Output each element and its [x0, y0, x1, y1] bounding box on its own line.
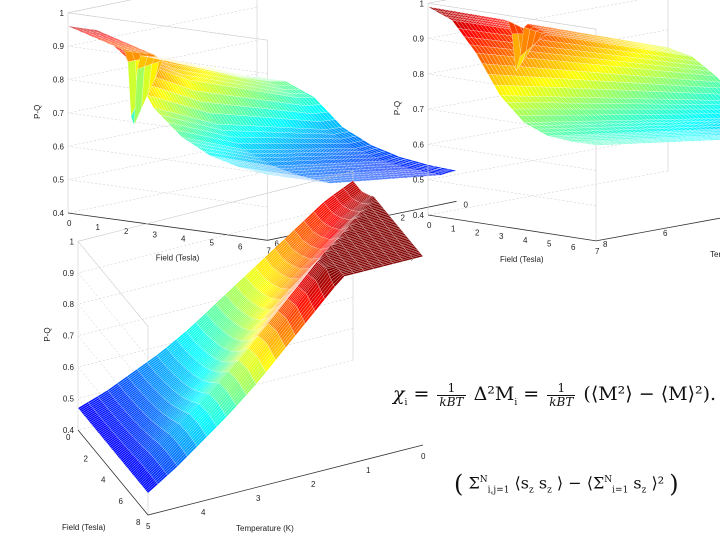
z-tick-label: 0.4 [413, 211, 425, 220]
x-tick-label: 1 [96, 223, 101, 232]
z-tick-label: 0.9 [63, 269, 75, 278]
z-axis-label: P-Q [393, 101, 402, 115]
x-tick-label: 1 [451, 225, 456, 234]
z-tick-label: 0.5 [413, 176, 425, 185]
z-gridline [67, 40, 268, 108]
z-tick-label: 0.5 [63, 395, 75, 404]
z-tick-label: 0.7 [413, 105, 425, 114]
z-tick-label: 0.9 [413, 35, 425, 44]
z-gridline [67, 0, 268, 41]
z-tick-label: 0.7 [63, 332, 75, 341]
z-tick-label: 0.6 [63, 363, 75, 372]
z-tick-label: 0.7 [53, 109, 65, 118]
z-tick-label: 0.8 [413, 70, 425, 79]
z-tick-label: 0.8 [63, 300, 75, 309]
z-tick-label: 0.4 [53, 209, 65, 218]
x-tick-label: 5 [547, 240, 552, 249]
x-tick-label: 0 [427, 221, 432, 230]
y-tick-label: 8 [603, 240, 608, 249]
z-axis-label: P-Q [33, 105, 42, 119]
x-tick-label: 4 [181, 235, 186, 244]
z-gridline [67, 73, 268, 141]
y-tick-label: 6 [663, 229, 668, 238]
z-gridline [67, 140, 268, 208]
z-tick-label: 1 [420, 0, 425, 8]
z-tick-label: 0.6 [53, 142, 65, 151]
x-axis-label: Field (Tesla) [500, 255, 544, 264]
z-gridline [67, 107, 268, 174]
x-axis-label: Field (Tesla) [156, 254, 200, 263]
x-tick-label: 4 [523, 236, 528, 245]
floor-axes [427, 214, 720, 242]
x-tick-label: 6 [238, 242, 243, 251]
x-tick-label: 0 [67, 219, 72, 228]
surface-plot-top-left: 0.40.50.60.70.80.91012345670246Field (Te… [33, 0, 469, 263]
z-gridline [67, 6, 268, 74]
z-tick-label: 0.5 [53, 176, 65, 185]
z-tick-label: 1 [60, 9, 65, 18]
y-tick-label: 2 [401, 213, 406, 222]
x-tick-label: 2 [124, 227, 129, 236]
z-gridline [427, 135, 669, 206]
z-tick-label: 0.8 [53, 76, 65, 85]
surface-plot-top-right: 0.40.50.60.70.80.910123456702468Field (T… [393, 0, 720, 264]
z-tick-label: 0.6 [413, 140, 425, 149]
x-tick-label: 7 [595, 247, 600, 256]
x-tick-label: 6 [571, 243, 576, 252]
y-axis-label: Temperature (K) [710, 250, 720, 259]
x-tick-label: 2 [475, 228, 480, 237]
x-tick-label: 5 [210, 239, 215, 248]
z-tick-label: 1 [70, 237, 75, 246]
z-tick-label: 0.9 [53, 42, 65, 51]
x-tick-label: 3 [499, 232, 504, 241]
x-tick-label: 3 [153, 231, 158, 240]
